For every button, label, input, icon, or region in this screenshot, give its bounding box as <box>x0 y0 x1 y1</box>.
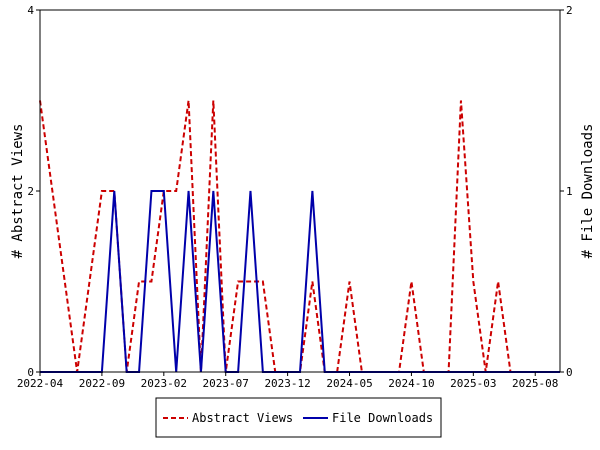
x-tick-label: 2022-09 <box>79 377 125 390</box>
x-tick-label: 2023-12 <box>264 377 310 390</box>
y-left-axis-title: # Abstract Views <box>10 124 26 259</box>
x-tick-label: 2023-07 <box>203 377 249 390</box>
y-right-axis-title: # File Downloads <box>580 124 596 259</box>
x-tick-label: 2025-08 <box>512 377 558 390</box>
x-axis: 2022-04 2022-09 2023-02 2023-07 2023-12 2024-… <box>17 372 558 390</box>
x-tick-label: 2024-05 <box>326 377 372 390</box>
x-tick-label: 2025-03 <box>450 377 496 390</box>
y-right-tick-label: 0 <box>566 366 573 379</box>
plot-frame <box>39 9 561 373</box>
right-axis: 0 1 2 <box>560 4 573 379</box>
legend: Abstract Views File Downloads <box>155 397 442 438</box>
legend-box <box>155 397 442 438</box>
left-axis: 0 2 4 <box>27 4 40 379</box>
legend-label-file-downloads: File Downloads <box>332 411 433 425</box>
y-left-tick-label: 0 <box>27 366 34 379</box>
x-tick-label: 2024-10 <box>388 377 434 390</box>
y-right-tick-label: 2 <box>566 4 573 17</box>
legend-label-abstract-views: Abstract Views <box>192 411 293 425</box>
y-left-tick-label: 2 <box>27 185 34 198</box>
plot-lines <box>39 100 560 373</box>
y-left-tick-label: 4 <box>27 4 34 17</box>
y-right-tick-label: 1 <box>566 185 573 198</box>
x-tick-label: 2022-04 <box>17 377 64 390</box>
x-tick-label: 2023-02 <box>141 377 187 390</box>
